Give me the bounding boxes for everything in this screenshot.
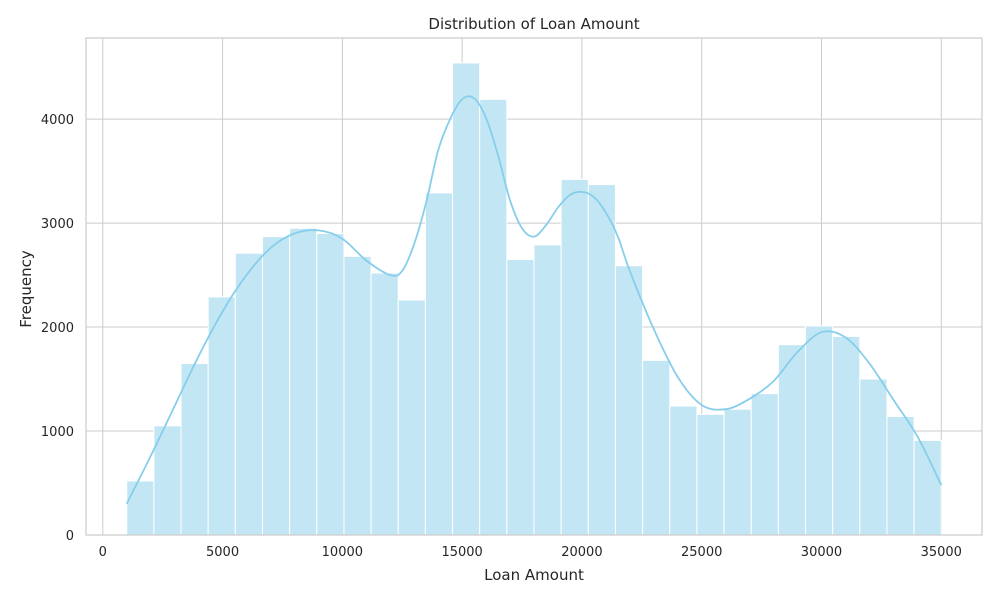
- histogram-bar-6: [289, 227, 318, 536]
- x-axis-label: Loan Amount: [484, 566, 584, 584]
- histogram-bar-7: [316, 232, 345, 536]
- histogram-bar-19: [642, 359, 671, 536]
- y-axis-label: Frequency: [17, 250, 35, 328]
- histogram-bar-4: [234, 252, 263, 536]
- y-tick-label-3: 3000: [41, 217, 74, 232]
- x-tick-label-5: 25000: [681, 545, 722, 560]
- histogram-bar-16: [560, 178, 589, 536]
- histogram-bar-22: [723, 408, 752, 536]
- histogram-bar-27: [859, 378, 888, 536]
- chart-title: Distribution of Loan Amount: [428, 15, 639, 33]
- histogram-bar-26: [832, 335, 861, 536]
- histogram-bar-15: [533, 244, 562, 536]
- kde-curve: [125, 95, 943, 505]
- kde-curve-group: [125, 95, 943, 505]
- histogram-bar-2: [180, 362, 209, 536]
- histogram-bar-24: [777, 344, 807, 536]
- y-tick-label-2: 2000: [41, 321, 74, 336]
- x-tick-label-0: 0: [99, 545, 107, 560]
- histogram-bar-5: [261, 236, 291, 536]
- histogram-bar-11: [424, 192, 454, 536]
- histogram-bars: [126, 62, 942, 536]
- histogram-bar-14: [506, 258, 535, 536]
- y-axis-ticks: 0 1000 2000 3000 4000: [41, 113, 74, 544]
- histogram-bar-17: [587, 184, 616, 536]
- histogram-bar-18: [614, 265, 644, 536]
- x-tick-label-6: 30000: [801, 545, 842, 560]
- x-axis-ticks: 0 5000 10000 15000 20000 25000 30000 35000: [99, 545, 962, 560]
- y-tick-label-0: 0: [66, 529, 74, 544]
- histogram-bar-23: [750, 393, 779, 536]
- plot-frame: [85, 37, 983, 536]
- x-tick-label-4: 20000: [561, 545, 602, 560]
- histogram-bar-28: [886, 415, 915, 536]
- histogram-bar-20: [669, 405, 698, 536]
- histogram-bar-8: [343, 255, 372, 536]
- x-tick-label-3: 15000: [441, 545, 482, 560]
- x-tick-label-1: 5000: [206, 545, 239, 560]
- histogram-bar-10: [397, 299, 426, 536]
- x-tick-label-7: 35000: [921, 545, 962, 560]
- histogram-bar-21: [696, 413, 725, 536]
- x-tick-label-2: 10000: [322, 545, 363, 560]
- histogram-bar-3: [207, 296, 236, 536]
- y-tick-label-4: 4000: [41, 113, 74, 128]
- histogram-bar-25: [805, 325, 834, 536]
- histogram-bar-0: [126, 480, 155, 536]
- histogram-bar-12: [452, 62, 481, 536]
- histogram-bar-9: [370, 272, 399, 536]
- histogram-bar-13: [479, 98, 508, 536]
- y-tick-label-1: 1000: [41, 425, 74, 440]
